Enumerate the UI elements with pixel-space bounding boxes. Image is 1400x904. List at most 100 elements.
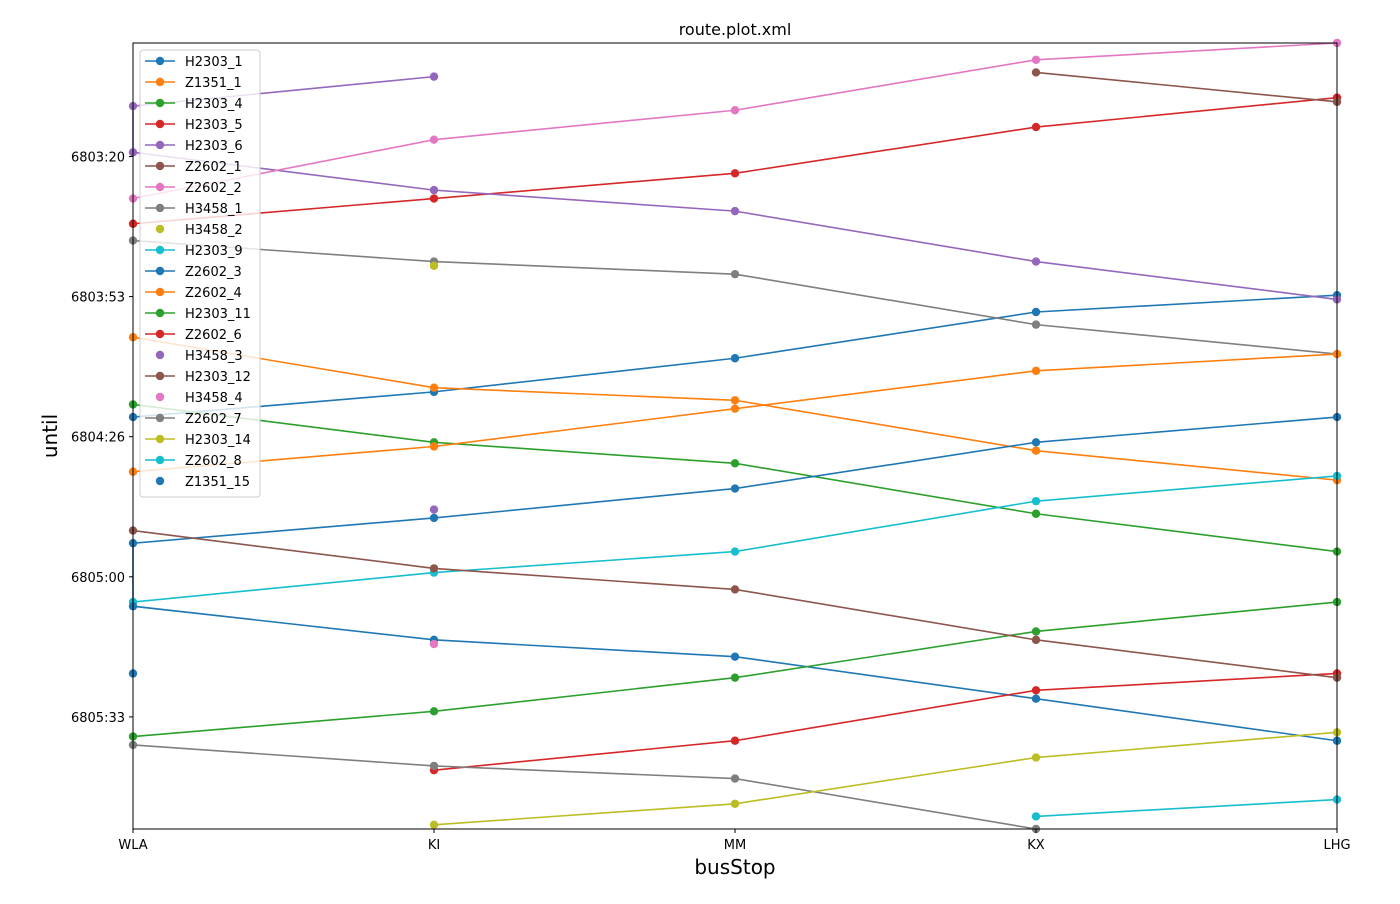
legend-label: H2303_4 xyxy=(185,97,243,112)
data-point xyxy=(1031,307,1041,317)
plot-frame xyxy=(132,42,1338,830)
legend-entry: H2303_14 xyxy=(145,433,251,448)
data-point xyxy=(1031,496,1041,506)
legend-entry: H2303_1 xyxy=(145,55,243,70)
legend-marker xyxy=(155,203,165,213)
series-line xyxy=(132,403,1338,553)
data-point xyxy=(1031,627,1041,636)
legend-label: Z2602_4 xyxy=(185,286,242,301)
legend-label: H3458_4 xyxy=(185,391,243,406)
data-point xyxy=(1031,812,1041,821)
x-axis-label: busStop xyxy=(694,855,775,879)
data-point xyxy=(429,513,439,523)
legend-label: Z2602_1 xyxy=(185,160,242,175)
legend-entry: Z2602_3 xyxy=(145,265,242,280)
data-point xyxy=(1031,320,1041,329)
data-point xyxy=(730,673,740,682)
legend-label: Z2602_8 xyxy=(185,454,242,469)
legend-entry: H3458_4 xyxy=(155,391,243,406)
legend-label: H2303_14 xyxy=(185,433,251,448)
data-point xyxy=(730,799,740,808)
series-Z2602_2 xyxy=(128,38,1342,203)
data-point xyxy=(429,185,439,195)
y-axis-label: until xyxy=(38,414,62,458)
x-tick-label: KX xyxy=(1027,838,1045,853)
legend-label: H3458_2 xyxy=(185,223,243,238)
legend-marker xyxy=(155,119,165,129)
legend-label: H2303_1 xyxy=(185,55,243,70)
legend-label: Z2602_6 xyxy=(185,328,242,343)
x-tick-label: KI xyxy=(428,838,440,853)
series-line xyxy=(132,96,1338,225)
legend-entry: H2303_11 xyxy=(145,307,251,322)
data-point xyxy=(730,736,740,745)
data-point xyxy=(730,484,740,493)
data-point xyxy=(429,707,439,716)
legend-entry: H3458_3 xyxy=(155,349,243,364)
data-point xyxy=(1031,122,1041,132)
series-line xyxy=(132,475,1338,603)
y-tick-label: 6803:53 xyxy=(71,291,125,306)
chart-title: route.plot.xml xyxy=(679,20,792,39)
data-point xyxy=(1031,438,1041,447)
legend-marker xyxy=(155,140,165,150)
legend-label: H2303_5 xyxy=(185,118,243,133)
legend-marker xyxy=(155,266,165,276)
legend-label: Z1351_1 xyxy=(185,76,242,91)
data-point xyxy=(730,206,740,216)
series-line xyxy=(132,601,1338,738)
data-point xyxy=(1031,55,1041,65)
data-point xyxy=(1031,635,1041,645)
data-point xyxy=(1031,366,1041,376)
legend-marker xyxy=(155,56,165,66)
legend-label: H2303_11 xyxy=(185,307,251,322)
data-point xyxy=(730,652,740,661)
data-point xyxy=(730,404,740,413)
legend-marker xyxy=(155,413,165,423)
legend-label: Z2602_2 xyxy=(185,181,242,196)
legend-entry: H3458_1 xyxy=(145,202,243,217)
data-point xyxy=(1031,694,1041,703)
legend-label: H3458_1 xyxy=(185,202,243,217)
data-point xyxy=(1031,509,1041,518)
data-point xyxy=(730,396,740,405)
data-point xyxy=(429,820,439,829)
series-H3458_2 xyxy=(429,261,439,270)
data-point xyxy=(1031,257,1041,266)
data-point xyxy=(730,269,740,279)
legend-marker xyxy=(155,224,165,234)
data-point xyxy=(1031,68,1041,77)
legend-entry: Z2602_1 xyxy=(145,160,242,175)
legend-label: Z2602_3 xyxy=(185,265,242,280)
legend-entry: H2303_6 xyxy=(145,139,243,154)
legend-label: H2303_6 xyxy=(185,139,243,154)
legend-entry: Z2602_8 xyxy=(145,454,242,469)
data-point xyxy=(429,505,439,514)
data-point xyxy=(730,774,740,783)
series-H3458_3 xyxy=(429,505,439,514)
legend-entry: H2303_5 xyxy=(145,118,243,133)
legend-marker xyxy=(155,476,165,486)
legend-entry: Z2602_6 xyxy=(145,328,242,343)
data-point xyxy=(429,383,439,392)
legend-label: H2303_9 xyxy=(185,244,243,259)
series-Z2602_7 xyxy=(128,740,1041,834)
legend-entry: Z2602_2 xyxy=(145,181,242,196)
y-tick-label: 6805:33 xyxy=(71,711,125,726)
legend-frame xyxy=(139,49,261,498)
legend-marker xyxy=(155,392,165,402)
data-point xyxy=(730,459,740,468)
legend-label: Z1351_15 xyxy=(185,475,250,490)
data-point xyxy=(730,106,740,115)
legend-entry: Z2602_7 xyxy=(145,412,242,427)
legend-entry: H2303_12 xyxy=(145,370,251,385)
y-tick-label: 6803:20 xyxy=(71,150,125,165)
y-tick-label: 6805:00 xyxy=(71,571,125,586)
legend-marker xyxy=(155,161,165,171)
data-point xyxy=(730,547,740,556)
legend-entry: Z1351_1 xyxy=(145,76,242,91)
legend-marker xyxy=(155,371,165,381)
legend-entry: Z1351_15 xyxy=(155,475,250,490)
legend-label: H3458_3 xyxy=(185,349,243,364)
